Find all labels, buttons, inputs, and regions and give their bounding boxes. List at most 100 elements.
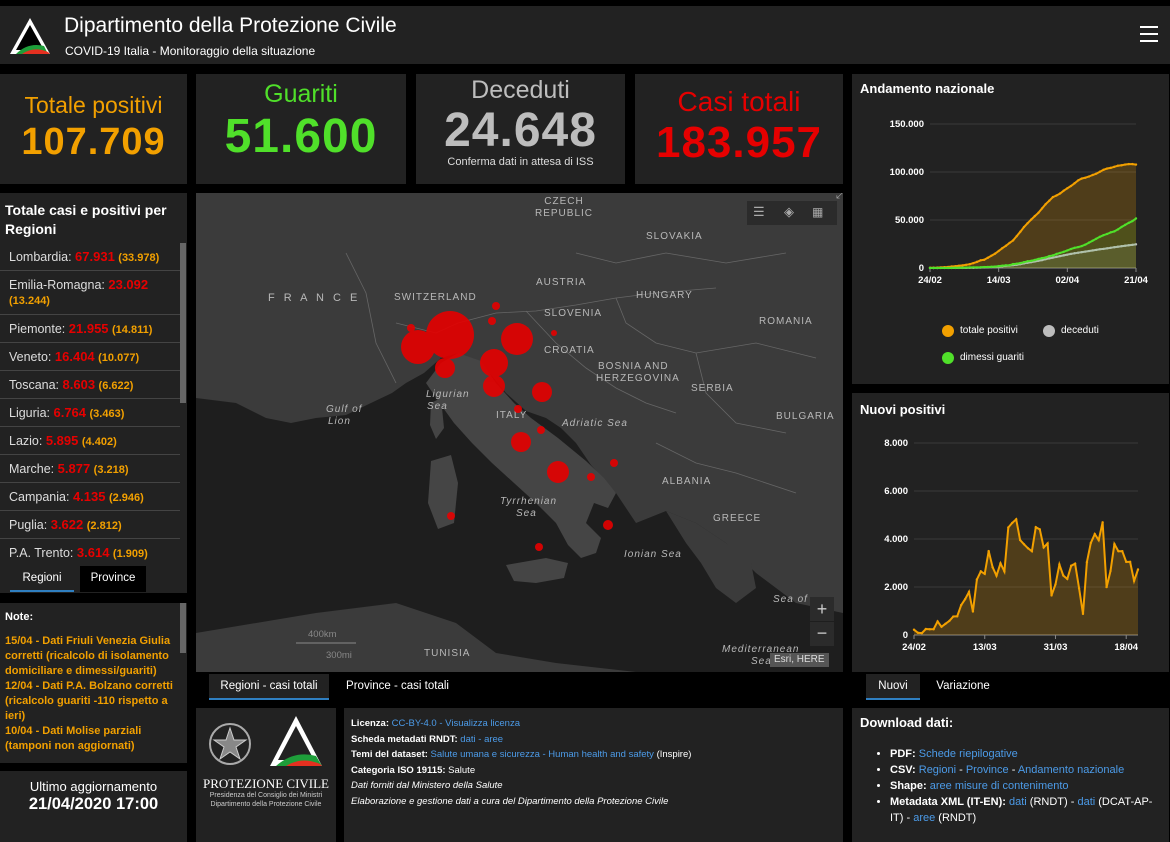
data-point[interactable]	[1127, 221, 1130, 225]
data-point[interactable]	[1109, 569, 1112, 573]
data-point[interactable]	[936, 266, 939, 270]
data-point[interactable]	[1066, 577, 1069, 581]
data-point[interactable]	[1001, 264, 1004, 267]
data-point[interactable]	[948, 619, 951, 623]
data-point[interactable]	[1048, 199, 1051, 202]
trend-chart[interactable]: 0 50.000 100.000 150.000 24/02 14/03 02/04 21/0…	[852, 110, 1169, 350]
data-point[interactable]	[997, 264, 1000, 268]
region-row[interactable]: Veneto: 16.404 (10.077)	[0, 343, 180, 371]
data-point[interactable]	[939, 266, 943, 270]
data-point[interactable]	[1076, 251, 1080, 254]
csv-province-link[interactable]: Province	[965, 764, 1009, 776]
region-row[interactable]: Lombardia: 67.931 (33.978)	[0, 243, 180, 271]
data-point[interactable]	[1030, 550, 1034, 553]
data-point[interactable]	[1062, 254, 1065, 257]
data-point[interactable]	[987, 549, 990, 553]
data-point[interactable]	[1127, 162, 1130, 166]
series-line[interactable]	[913, 517, 1139, 635]
hamburger-menu-icon[interactable]	[1140, 26, 1158, 44]
data-point[interactable]	[952, 615, 955, 618]
data-point[interactable]	[1120, 164, 1123, 167]
scheda-dati-link[interactable]: dati	[460, 733, 476, 745]
data-point[interactable]	[1076, 179, 1080, 182]
data-point[interactable]	[1046, 542, 1049, 545]
legend-list-icon[interactable]: ☰	[753, 204, 765, 219]
scheda-aree-link[interactable]: aree	[484, 733, 504, 745]
series-line[interactable]	[929, 163, 1137, 269]
data-point[interactable]	[1073, 246, 1076, 250]
data-point[interactable]	[979, 266, 982, 269]
data-point[interactable]	[912, 628, 916, 631]
data-point[interactable]	[944, 622, 947, 626]
data-point[interactable]	[993, 265, 997, 268]
xml-dati-dcat-link[interactable]: dati	[1077, 796, 1096, 808]
data-point[interactable]	[1051, 256, 1055, 259]
data-point[interactable]	[1123, 223, 1127, 227]
data-point[interactable]	[924, 627, 927, 631]
region-list[interactable]: Lombardia: 67.931 (33.978) Emilia-Romagna…	[0, 243, 180, 565]
data-point[interactable]	[972, 261, 975, 265]
notes-scrollbar[interactable]	[180, 603, 186, 653]
tab-regioni[interactable]: Regioni	[10, 566, 74, 592]
data-point[interactable]	[1022, 225, 1026, 229]
data-point[interactable]	[1084, 250, 1087, 253]
data-point[interactable]	[1093, 532, 1096, 536]
data-point[interactable]	[968, 266, 971, 269]
region-list-scrollbar[interactable]	[180, 243, 186, 403]
data-point[interactable]	[1113, 246, 1116, 249]
data-point[interactable]	[997, 249, 1000, 253]
region-row[interactable]: Campania: 4.135 (2.946)	[0, 483, 180, 511]
data-point[interactable]	[1051, 254, 1055, 257]
data-point[interactable]	[961, 266, 964, 269]
data-point[interactable]	[920, 631, 924, 635]
layers-icon[interactable]: ◈	[784, 204, 794, 219]
data-point[interactable]	[1087, 175, 1091, 178]
data-point[interactable]	[990, 254, 993, 257]
xml-aree-link[interactable]: aree	[913, 812, 936, 824]
data-point[interactable]	[1001, 247, 1004, 250]
data-point[interactable]	[1073, 182, 1076, 185]
tab-regioni-casi-totali[interactable]: Regioni - casi totali	[209, 674, 329, 700]
data-point[interactable]	[1011, 521, 1014, 525]
data-point[interactable]	[1004, 244, 1008, 248]
data-point[interactable]	[1089, 541, 1093, 545]
data-point[interactable]	[1097, 538, 1100, 542]
data-point[interactable]	[1029, 218, 1033, 221]
data-point[interactable]	[979, 570, 983, 573]
data-point[interactable]	[1101, 521, 1104, 524]
data-point[interactable]	[1011, 262, 1015, 266]
data-point[interactable]	[1081, 612, 1085, 616]
data-point[interactable]	[1033, 258, 1037, 262]
region-row[interactable]: Piemonte: 21.955 (14.811)	[0, 315, 180, 343]
data-point[interactable]	[1050, 594, 1053, 597]
data-point[interactable]	[964, 263, 968, 267]
data-point[interactable]	[1109, 231, 1112, 234]
data-point[interactable]	[1128, 560, 1132, 564]
data-point[interactable]	[1066, 253, 1069, 256]
data-point[interactable]	[983, 265, 986, 269]
licenza-link[interactable]: CC-BY-4.0	[391, 718, 437, 729]
data-point[interactable]	[1105, 167, 1109, 170]
data-point[interactable]	[936, 620, 939, 623]
region-row[interactable]: Lazio: 5.895 (4.402)	[0, 427, 180, 455]
basemap-gallery-icon[interactable]: ▦	[812, 205, 824, 219]
data-point[interactable]	[1062, 189, 1065, 192]
data-point[interactable]	[1037, 257, 1040, 261]
data-point[interactable]	[1095, 172, 1098, 175]
data-point[interactable]	[1066, 249, 1069, 252]
data-point[interactable]	[1022, 260, 1026, 264]
data-point[interactable]	[961, 264, 964, 267]
data-point[interactable]	[959, 603, 963, 607]
data-point[interactable]	[916, 631, 920, 634]
data-point[interactable]	[1058, 251, 1062, 255]
data-point[interactable]	[1121, 550, 1124, 553]
data-point[interactable]	[990, 265, 993, 268]
data-point[interactable]	[1098, 170, 1102, 173]
data-point[interactable]	[1042, 546, 1045, 549]
data-point[interactable]	[975, 260, 979, 264]
new-cases-chart[interactable]: 0 2.000 4.000 6.000 8.000 24/02 13/03 31/03 18/0…	[852, 427, 1169, 672]
data-point[interactable]	[972, 266, 975, 269]
data-point[interactable]	[986, 265, 990, 269]
data-point[interactable]	[1019, 261, 1022, 265]
data-point[interactable]	[1015, 234, 1018, 238]
